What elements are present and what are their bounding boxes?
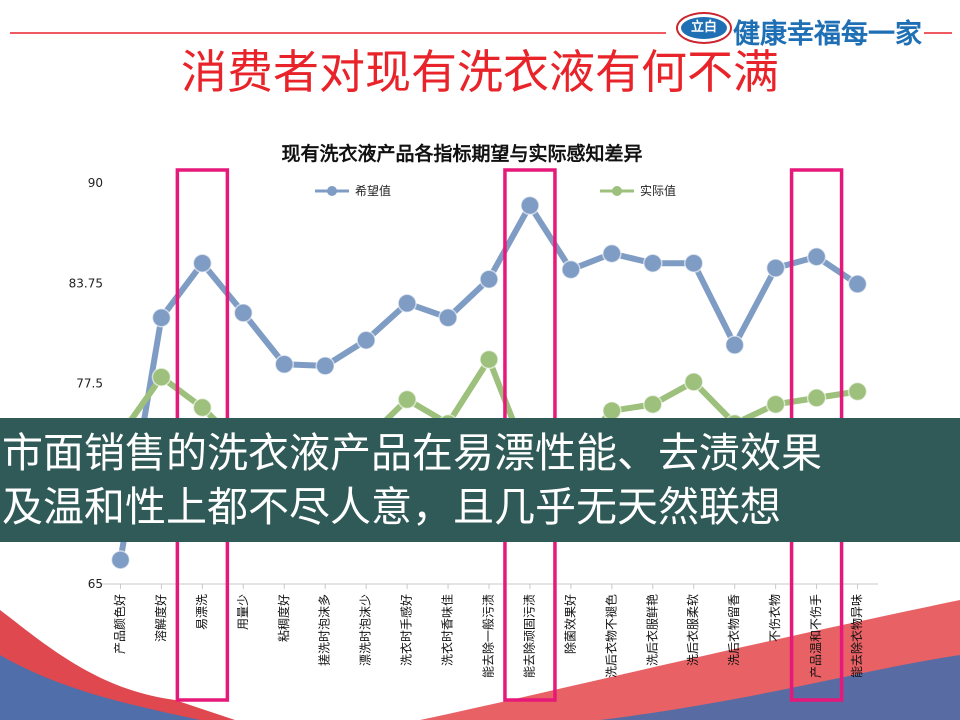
- x-tick-label: 洗衣时手感好: [399, 594, 414, 666]
- slide-title: 消费者对现有洗衣液有何不满: [181, 45, 779, 99]
- data-point: [192, 253, 213, 273]
- x-tick-label: 洗后衣物不褪色: [603, 594, 618, 678]
- overlay-caption: 市面销售的洗衣液产品在易漂性能、去渍效果 及温和性上都不尽人意，且几乎无天然联想: [0, 418, 960, 542]
- data-point: [561, 259, 581, 280]
- chart-title: 现有洗衣液产品各指标期望与实际感知差异: [281, 142, 642, 165]
- x-tick-label: 漂洗时泡沫少: [359, 594, 373, 666]
- data-point: [397, 389, 417, 410]
- legend-swatch-dot: [327, 186, 337, 196]
- legend-label: 实际值: [640, 183, 676, 198]
- x-tick-label: 洗后衣物留香: [726, 594, 741, 666]
- x-tick-label: 不伤衣物: [767, 594, 782, 642]
- data-point: [151, 307, 172, 328]
- data-point: [110, 550, 131, 570]
- data-point: [806, 247, 827, 267]
- brand-logo-text: 立白: [690, 20, 717, 35]
- x-tick-label: 产品温和不伤手: [809, 594, 823, 678]
- brand-logo: 立白: [678, 14, 730, 42]
- x-tick-label: 搓洗时泡沫多: [317, 594, 332, 666]
- bottom-ribbon-blue-right: [600, 655, 960, 720]
- data-point: [438, 307, 458, 328]
- data-point: [683, 253, 704, 273]
- x-tick-label: 粘稠度好: [276, 594, 291, 642]
- brand-slogan: 健康幸福每一家: [733, 19, 922, 50]
- y-tick-label: 65: [88, 577, 103, 591]
- overlay-line-2: 及温和性上都不尽人意，且几乎无天然联想: [2, 483, 781, 531]
- data-point: [479, 349, 499, 370]
- data-point: [765, 394, 786, 415]
- data-point: [765, 258, 786, 278]
- legend-label: 希望值: [355, 183, 391, 198]
- x-tick-label: 易漂洗: [195, 594, 209, 630]
- data-point: [479, 269, 499, 289]
- data-point: [233, 303, 254, 323]
- x-tick-label: 洗衣时香味佳: [440, 594, 455, 666]
- data-point: [397, 293, 417, 314]
- data-point: [643, 394, 663, 415]
- data-point: [683, 372, 704, 392]
- data-point: [643, 253, 663, 273]
- data-point: [724, 335, 745, 355]
- data-point: [192, 397, 213, 418]
- overlay-line-1: 市面销售的洗衣液产品在易漂性能、去渍效果: [2, 429, 822, 477]
- x-tick-label: 洗后衣服柔软: [685, 594, 700, 666]
- x-tick-label: 产品颜色好: [112, 594, 127, 654]
- x-tick-label: 除菌效果好: [562, 594, 577, 654]
- data-point: [151, 367, 172, 387]
- data-point: [274, 354, 295, 375]
- x-tick-label: 能去除顽固污渍: [521, 594, 536, 678]
- legend-swatch-dot: [612, 186, 622, 196]
- y-tick-label: 77.5: [76, 377, 103, 391]
- data-point: [356, 330, 376, 350]
- x-tick-label: 能去除一般污渍: [481, 594, 496, 678]
- data-point: [847, 274, 868, 294]
- y-tick-label: 83.75: [69, 276, 103, 290]
- data-point: [520, 195, 540, 216]
- data-point: [315, 356, 335, 376]
- data-point: [806, 388, 827, 408]
- x-tick-label: 溶解度好: [153, 594, 168, 642]
- x-tick-label: 能去除衣物异味: [849, 594, 864, 678]
- x-tick-label: 洗后衣服鲜艳: [644, 594, 659, 666]
- x-tick-label: 用量少: [236, 594, 250, 630]
- y-tick-label: 90: [88, 176, 103, 190]
- bottom-ribbon-blue: [0, 655, 200, 720]
- data-point: [847, 381, 868, 402]
- data-point: [602, 243, 622, 264]
